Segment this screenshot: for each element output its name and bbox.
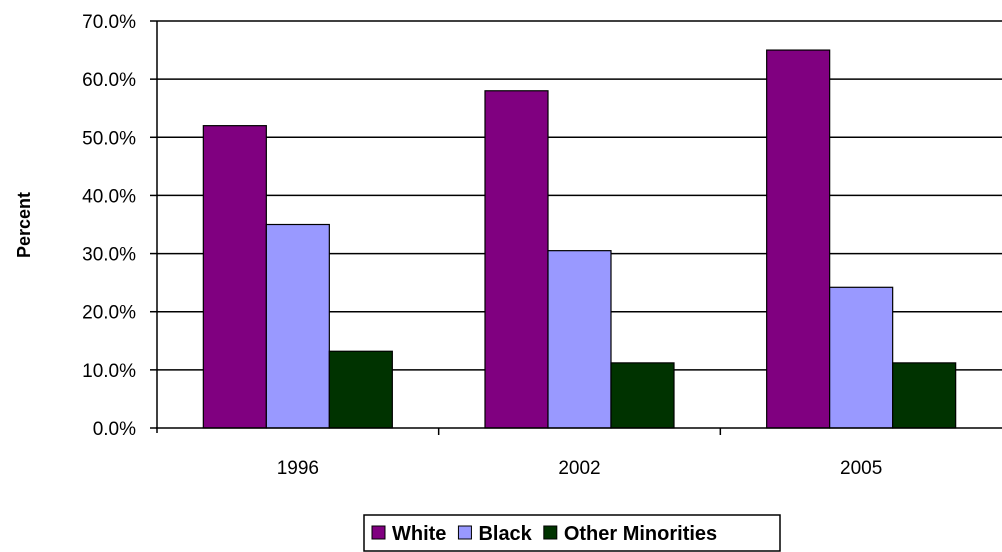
- y-tick-label: 50.0%: [82, 128, 136, 149]
- legend-label: Other Minorities: [564, 523, 717, 545]
- y-tick-label: 70.0%: [82, 12, 136, 33]
- y-axis-title: Percent: [14, 192, 34, 258]
- bars: [202, 49, 957, 429]
- axes: [150, 20, 1002, 435]
- bar-other-minorities-1996: [328, 350, 393, 429]
- x-tick-labels: 1996 2002 2005: [277, 458, 883, 479]
- legend-label: White: [392, 523, 446, 545]
- y-tick-labels: 0.0% 10.0% 20.0% 30.0% 40.0% 50.0% 60.0% 70.0%: [82, 12, 136, 440]
- bar-black-2005: [829, 286, 894, 429]
- bar-other-minorities-2002: [610, 362, 675, 429]
- y-tick-label: 40.0%: [82, 186, 136, 207]
- legend: White Black Other Minorities: [363, 514, 781, 552]
- bar-other-minorities-2005: [892, 362, 957, 429]
- x-tick-label: 2005: [840, 458, 882, 479]
- y-tick-label: 0.0%: [93, 419, 136, 440]
- y-tick-label: 60.0%: [82, 70, 136, 91]
- bar-white-1996: [202, 125, 267, 429]
- legend-box: [363, 514, 781, 552]
- y-tick-label: 30.0%: [82, 245, 136, 266]
- y-tick-label: 20.0%: [82, 303, 136, 324]
- bar-white-2005: [766, 49, 831, 429]
- x-tick-label: 1996: [277, 458, 319, 479]
- x-tick-label: 2002: [558, 458, 600, 479]
- bar-black-1996: [265, 223, 330, 429]
- bar-white-2002: [484, 90, 549, 429]
- legend-swatch: [543, 525, 558, 540]
- legend-label: Black: [478, 523, 532, 545]
- y-tick-label: 10.0%: [82, 361, 136, 382]
- legend-swatch: [457, 525, 472, 540]
- legend-swatch: [371, 525, 386, 540]
- bar-black-2002: [547, 250, 612, 429]
